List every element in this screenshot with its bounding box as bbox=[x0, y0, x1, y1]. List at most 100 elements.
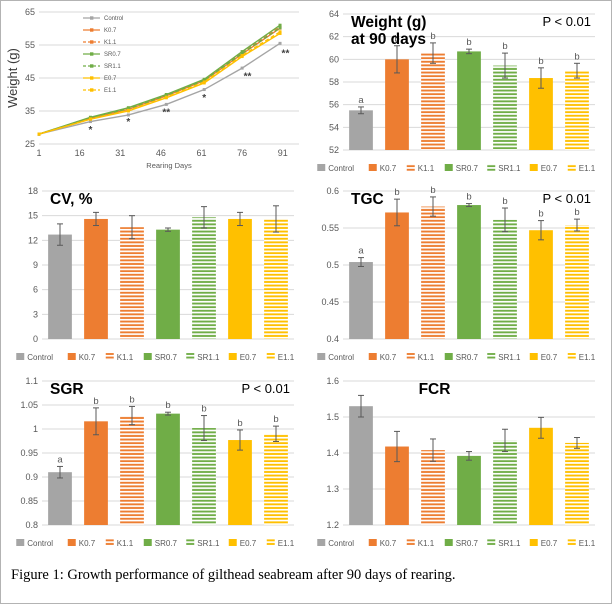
bar-fcr-E1.1 bbox=[565, 437, 589, 525]
legend-item-E1.1: E1.1 bbox=[266, 353, 295, 362]
sig-letter: a bbox=[358, 246, 364, 257]
legend-item-E0.7: E0.7 bbox=[529, 353, 558, 362]
bar-sgr-K1.1 bbox=[120, 405, 144, 525]
svg-text:K0.7: K0.7 bbox=[380, 539, 397, 548]
inset-legend-item-K1.1: K1.1 bbox=[83, 40, 117, 46]
bar-cv-K0.7 bbox=[84, 211, 108, 339]
svg-text:E1.1: E1.1 bbox=[579, 539, 596, 548]
legend-item-SR0.7: SR0.7 bbox=[444, 164, 479, 173]
sig-letter: b bbox=[466, 192, 471, 203]
svg-text:E1.1: E1.1 bbox=[278, 353, 295, 362]
svg-text:Control: Control bbox=[328, 353, 354, 362]
bar-cv-SR1.1 bbox=[192, 206, 216, 339]
inset-legend-item-E0.7: E0.7 bbox=[83, 76, 117, 82]
legend-item-SR0.7: SR0.7 bbox=[143, 539, 178, 548]
svg-text:91: 91 bbox=[278, 148, 288, 158]
svg-text:0.45: 0.45 bbox=[321, 297, 339, 307]
sig-letter: b bbox=[538, 209, 543, 220]
svg-text:Control: Control bbox=[328, 164, 354, 173]
sig-letter: b bbox=[430, 31, 435, 42]
bar-sgr-Control bbox=[48, 465, 72, 525]
svg-text:Control: Control bbox=[328, 539, 354, 548]
bar-sgr-E0.7 bbox=[228, 429, 252, 525]
svg-text:K1.1: K1.1 bbox=[418, 539, 435, 548]
legend-item-SR1.1: SR1.1 bbox=[186, 539, 220, 548]
svg-text:SR1.1: SR1.1 bbox=[498, 164, 521, 173]
legend-item-SR1.1: SR1.1 bbox=[186, 353, 220, 362]
svg-text:E0.7: E0.7 bbox=[240, 353, 257, 362]
svg-text:45: 45 bbox=[25, 73, 35, 83]
inset-legend-item-E1.1: E1.1 bbox=[83, 88, 117, 94]
legend-item-K0.7: K0.7 bbox=[67, 539, 96, 548]
bar-tgc-SR1.1 bbox=[493, 207, 517, 339]
bar-tgc-E0.7 bbox=[529, 220, 553, 339]
chart-title: Weight (g) bbox=[351, 14, 426, 31]
svg-text:K0.7: K0.7 bbox=[104, 28, 117, 34]
tgc-chart: 0.4 0.45 0.5 0.55 0.6 a b b b b b b TGC P < 0.01 Contr… bbox=[317, 185, 596, 362]
svg-text:E0.7: E0.7 bbox=[240, 539, 257, 548]
chart-title: TGC bbox=[351, 191, 384, 208]
sig-letter: b bbox=[394, 34, 399, 45]
svg-text:1.2: 1.2 bbox=[326, 520, 339, 530]
legend-item-Control: Control bbox=[16, 539, 53, 548]
legend-item-E1.1: E1.1 bbox=[567, 353, 596, 362]
svg-text:1.05: 1.05 bbox=[20, 400, 38, 410]
svg-text:3: 3 bbox=[33, 309, 38, 319]
bar-weight90-SR0.7 bbox=[457, 48, 481, 150]
svg-text:SR0.7: SR0.7 bbox=[456, 353, 479, 362]
svg-text:9: 9 bbox=[33, 260, 38, 270]
panel-growth-curve: 25 35 45 55 65 1 16 31 46 61 76 91 Rearing Days Weigh… bbox=[5, 5, 307, 177]
svg-text:55: 55 bbox=[25, 40, 35, 50]
chart-title: FCR bbox=[419, 381, 451, 398]
svg-text:K0.7: K0.7 bbox=[380, 164, 397, 173]
svg-text:25: 25 bbox=[25, 139, 35, 149]
legend-item-Control: Control bbox=[317, 164, 354, 173]
bar-fcr-K1.1 bbox=[421, 438, 445, 525]
sig-letter: b bbox=[574, 207, 579, 218]
svg-text:E0.7: E0.7 bbox=[541, 164, 558, 173]
svg-text:18: 18 bbox=[28, 186, 38, 196]
svg-text:E1.1: E1.1 bbox=[278, 539, 295, 548]
sig-letter: a bbox=[57, 454, 63, 465]
legend-item-K0.7: K0.7 bbox=[368, 164, 397, 173]
significance-marker: ** bbox=[282, 49, 290, 60]
series-E0.7 bbox=[37, 31, 282, 136]
svg-text:52: 52 bbox=[329, 145, 339, 155]
legend-item-SR0.7: SR0.7 bbox=[444, 539, 479, 548]
svg-text:SR0.7: SR0.7 bbox=[456, 539, 479, 548]
significance-marker: * bbox=[202, 93, 206, 104]
p-value-label: P < 0.01 bbox=[542, 14, 591, 29]
svg-text:E1.1: E1.1 bbox=[579, 164, 596, 173]
legend-item-K1.1: K1.1 bbox=[406, 539, 435, 548]
legend-item-E0.7: E0.7 bbox=[228, 353, 257, 362]
svg-text:0.95: 0.95 bbox=[20, 448, 38, 458]
bar-tgc-SR0.7 bbox=[457, 203, 481, 339]
weight-90d-chart: 52 54 56 58 60 62 64 a b b b b b b Weight (g)at 90 day… bbox=[317, 9, 596, 173]
svg-text:56: 56 bbox=[329, 100, 339, 110]
legend-item-K0.7: K0.7 bbox=[368, 539, 397, 548]
svg-text:K1.1: K1.1 bbox=[418, 164, 435, 173]
svg-text:1.5: 1.5 bbox=[326, 412, 339, 422]
svg-text:SR1.1: SR1.1 bbox=[197, 539, 220, 548]
legend-item-SR0.7: SR0.7 bbox=[143, 353, 178, 362]
sig-letter: b bbox=[273, 414, 278, 425]
svg-text:1.4: 1.4 bbox=[326, 448, 339, 458]
sig-letter: b bbox=[129, 394, 134, 405]
svg-text:0.6: 0.6 bbox=[326, 186, 339, 196]
svg-text:0.5: 0.5 bbox=[326, 260, 339, 270]
bar-tgc-E1.1 bbox=[565, 218, 589, 339]
svg-text:E0.7: E0.7 bbox=[541, 539, 558, 548]
bar-cv-K1.1 bbox=[120, 215, 144, 339]
bar-sgr-E1.1 bbox=[264, 425, 288, 525]
legend-item-K0.7: K0.7 bbox=[67, 353, 96, 362]
svg-text:SR0.7: SR0.7 bbox=[104, 52, 121, 58]
sig-letter: b bbox=[93, 396, 98, 407]
legend-item-SR0.7: SR0.7 bbox=[444, 353, 479, 362]
svg-text:SR1.1: SR1.1 bbox=[498, 353, 521, 362]
sig-letter: b bbox=[394, 187, 399, 198]
svg-text:K1.1: K1.1 bbox=[104, 40, 117, 46]
bar-weight90-K0.7 bbox=[385, 45, 409, 151]
growth-curve-chart: 25 35 45 55 65 1 16 31 46 61 76 91 Rearing Days Weigh… bbox=[7, 7, 299, 170]
bar-fcr-K0.7 bbox=[385, 430, 409, 525]
